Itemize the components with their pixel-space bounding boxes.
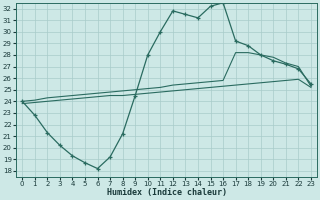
X-axis label: Humidex (Indice chaleur): Humidex (Indice chaleur): [107, 188, 227, 197]
